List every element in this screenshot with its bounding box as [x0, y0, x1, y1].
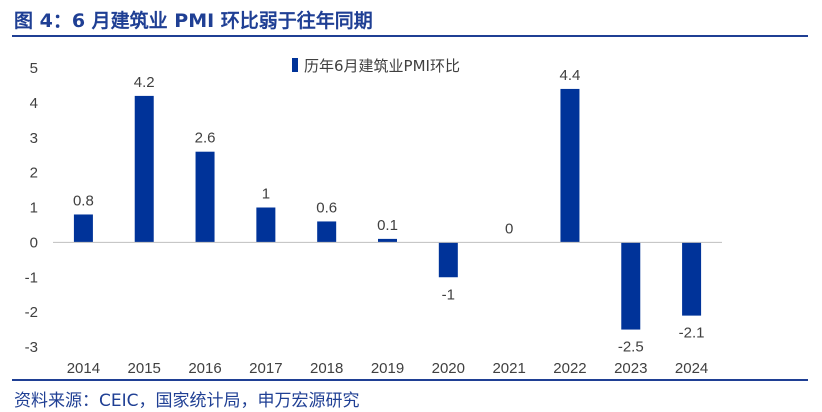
y-tick-label: -1	[25, 269, 38, 286]
bar-2018	[317, 221, 337, 243]
y-axis: 5 4 3 2 1 0 -1 -2 -3	[25, 60, 38, 356]
x-axis-labels: 2014 2015 2016 2017 2018 2019 2020 2021 2022 2023…	[67, 360, 709, 377]
bar-2020	[438, 242, 458, 278]
y-tick-label: 0	[30, 234, 38, 251]
bar-2017	[256, 207, 276, 243]
legend: 历年6月建筑业PMI环比	[292, 57, 460, 75]
x-tick-label-2017: 2017	[249, 360, 282, 377]
data-label-2020: -1	[442, 286, 455, 303]
bar-2019	[378, 238, 397, 243]
data-label-2015: 4.2	[134, 74, 155, 91]
legend-swatch	[292, 58, 298, 72]
x-tick-label-2020: 2020	[432, 360, 465, 377]
y-tick-label: 5	[30, 60, 38, 77]
bar-2023	[621, 242, 641, 330]
x-tick-label-2016: 2016	[188, 360, 221, 377]
bar-2015	[134, 95, 154, 243]
x-tick-label-2022: 2022	[553, 360, 586, 377]
x-tick-label-2021: 2021	[492, 360, 525, 377]
y-tick-label: 1	[30, 200, 38, 217]
data-label-2019: 0.1	[377, 217, 398, 234]
x-tick-label-2014: 2014	[67, 360, 100, 377]
data-label-2022: 4.4	[560, 67, 581, 84]
y-tick-label: 3	[30, 130, 38, 147]
x-tick-label-2018: 2018	[310, 360, 343, 377]
data-label-2024: -2.1	[679, 325, 705, 342]
x-tick-label-2024: 2024	[675, 360, 708, 377]
x-tick-label-2019: 2019	[371, 360, 404, 377]
data-label-2021: 0	[505, 220, 513, 237]
page-title: 图 4：6 月建筑业 PMI 环比弱于往年同期	[14, 10, 373, 32]
footer-divider	[12, 379, 808, 381]
bar-chart: 5 4 3 2 1 0 -1 -2 -3 0.8 4.2 2.6 1 0.6 0.1 -1 0 4.4 -2.5 -…	[25, 57, 722, 377]
data-labels: 0.8 4.2 2.6 1 0.6 0.1 -1 0 4.4 -2.5 -2.1	[73, 67, 705, 356]
title-divider	[12, 35, 808, 37]
x-tick-label-2023: 2023	[614, 360, 647, 377]
x-tick-label-2015: 2015	[128, 360, 161, 377]
bar-2024	[682, 242, 702, 316]
data-label-2017: 1	[262, 186, 270, 203]
bar-2014	[73, 214, 93, 243]
source-note: 资料来源：CEIC，国家统计局，申万宏源研究	[14, 391, 360, 411]
y-tick-label: 4	[30, 95, 38, 112]
bar-2016	[195, 151, 215, 243]
data-label-2018: 0.6	[316, 199, 337, 216]
bar-2022	[560, 88, 580, 243]
legend-label: 历年6月建筑业PMI环比	[304, 57, 460, 75]
data-label-2016: 2.6	[195, 130, 216, 147]
data-label-2023: -2.5	[618, 339, 644, 356]
data-label-2014: 0.8	[73, 192, 94, 209]
y-tick-label: 2	[30, 165, 38, 182]
bars	[73, 88, 702, 330]
y-tick-label: -3	[25, 339, 38, 356]
y-tick-label: -2	[25, 304, 38, 321]
